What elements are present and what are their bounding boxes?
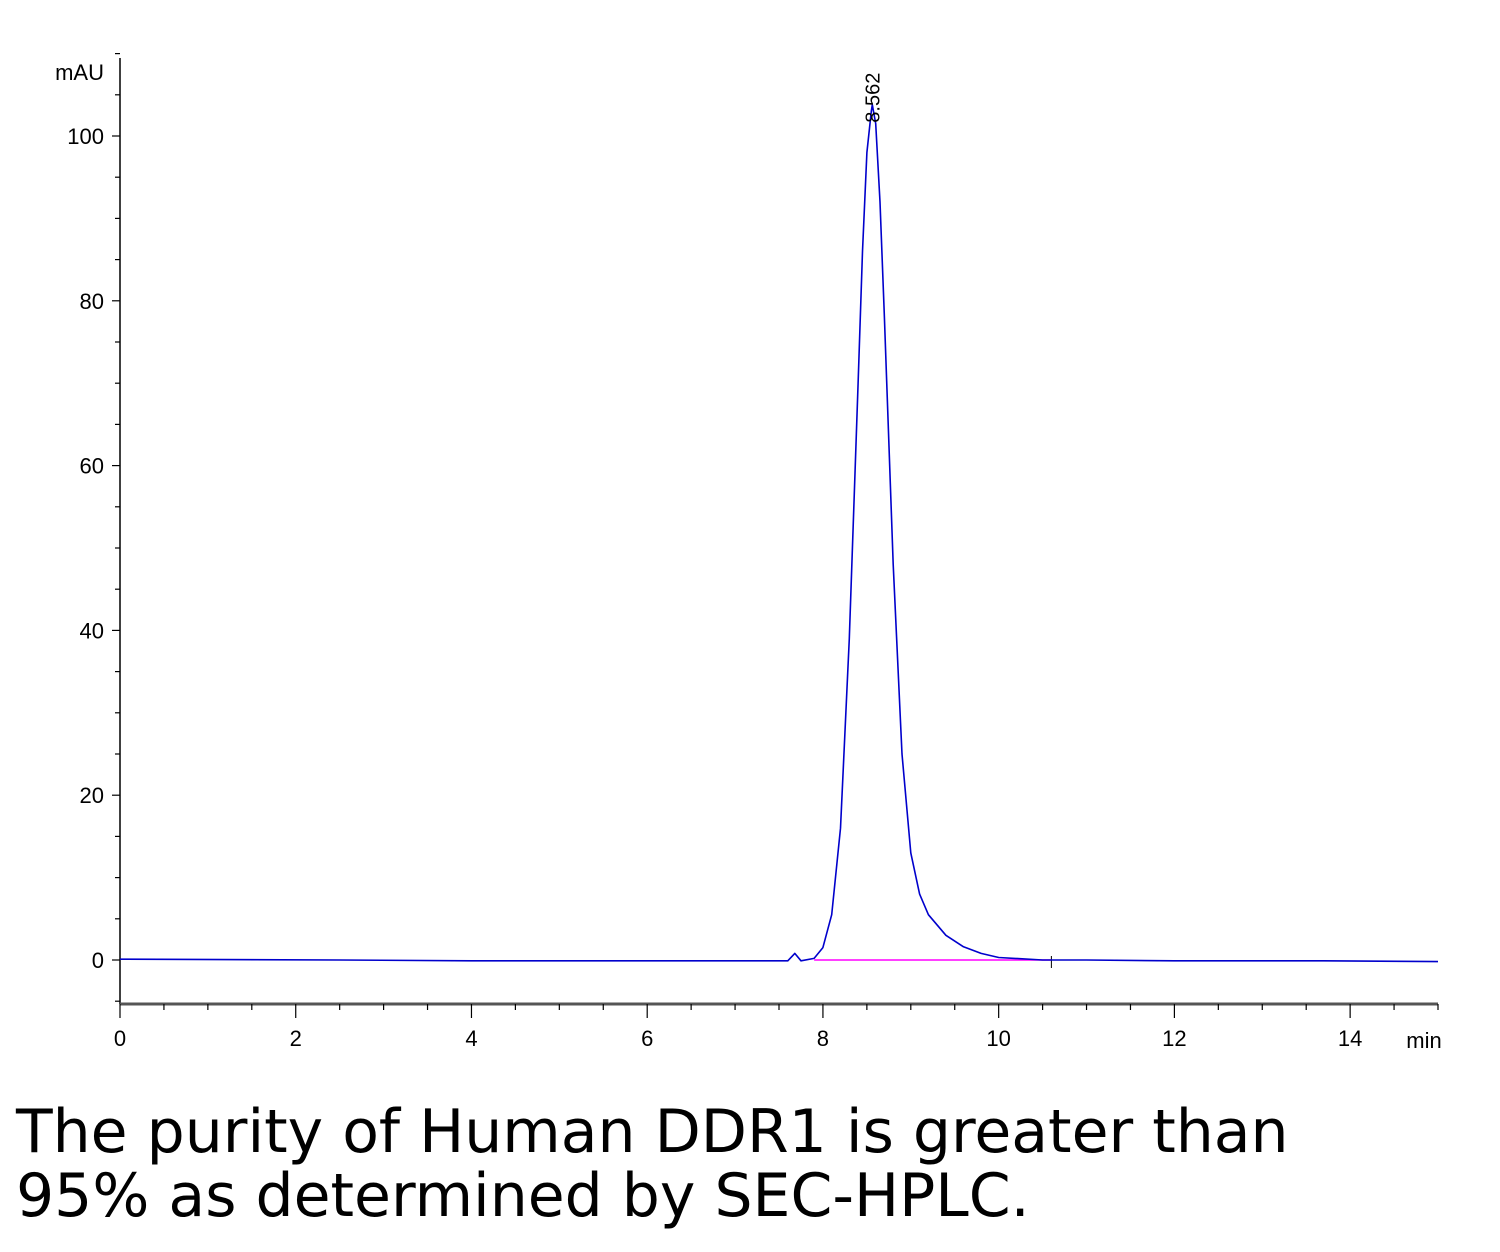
y-tick-label: 100: [67, 124, 104, 149]
x-tick-label: 10: [986, 1026, 1010, 1051]
caption-line-1: The purity of Human DDR1 is greater than: [16, 1097, 1289, 1167]
chromatogram-trace: [119, 103, 1439, 963]
y-tick-label: 40: [80, 618, 104, 643]
x-tick-label: 2: [290, 1026, 302, 1051]
peak-retention-time-label: 8.562: [862, 73, 884, 123]
y-tick-label: 80: [80, 289, 104, 314]
y-tick-label: 0: [92, 948, 104, 973]
caption: The purity of Human DDR1 is greater than…: [16, 1100, 1476, 1228]
caption-line-2: 95% as determined by SEC-HPLC.: [16, 1161, 1030, 1231]
x-tick-label: 6: [641, 1026, 653, 1051]
peak-label-group: 8.562: [862, 73, 884, 123]
chromatogram-chart: 0 20 40 60 80 100 mAU 0 2 4 6 8 10 12 14 min 8.562: [55, 52, 1442, 1053]
x-tick-label: 14: [1338, 1026, 1362, 1051]
x-tick-label: 4: [465, 1026, 477, 1051]
y-axis-unit-label: mAU: [55, 60, 104, 85]
y-tick-label: 20: [80, 783, 104, 808]
y-tick-label: 60: [80, 454, 104, 479]
y-axis: 0 20 40 60 80 100 mAU: [55, 52, 121, 1004]
x-tick-label: 12: [1162, 1026, 1186, 1051]
x-tick-label: 8: [817, 1026, 829, 1051]
x-axis: 0 2 4 6 8 10 12 14 min: [114, 1002, 1442, 1053]
x-axis-unit-label: min: [1406, 1028, 1441, 1053]
series-group: [119, 103, 1439, 968]
x-tick-label: 0: [114, 1026, 126, 1051]
